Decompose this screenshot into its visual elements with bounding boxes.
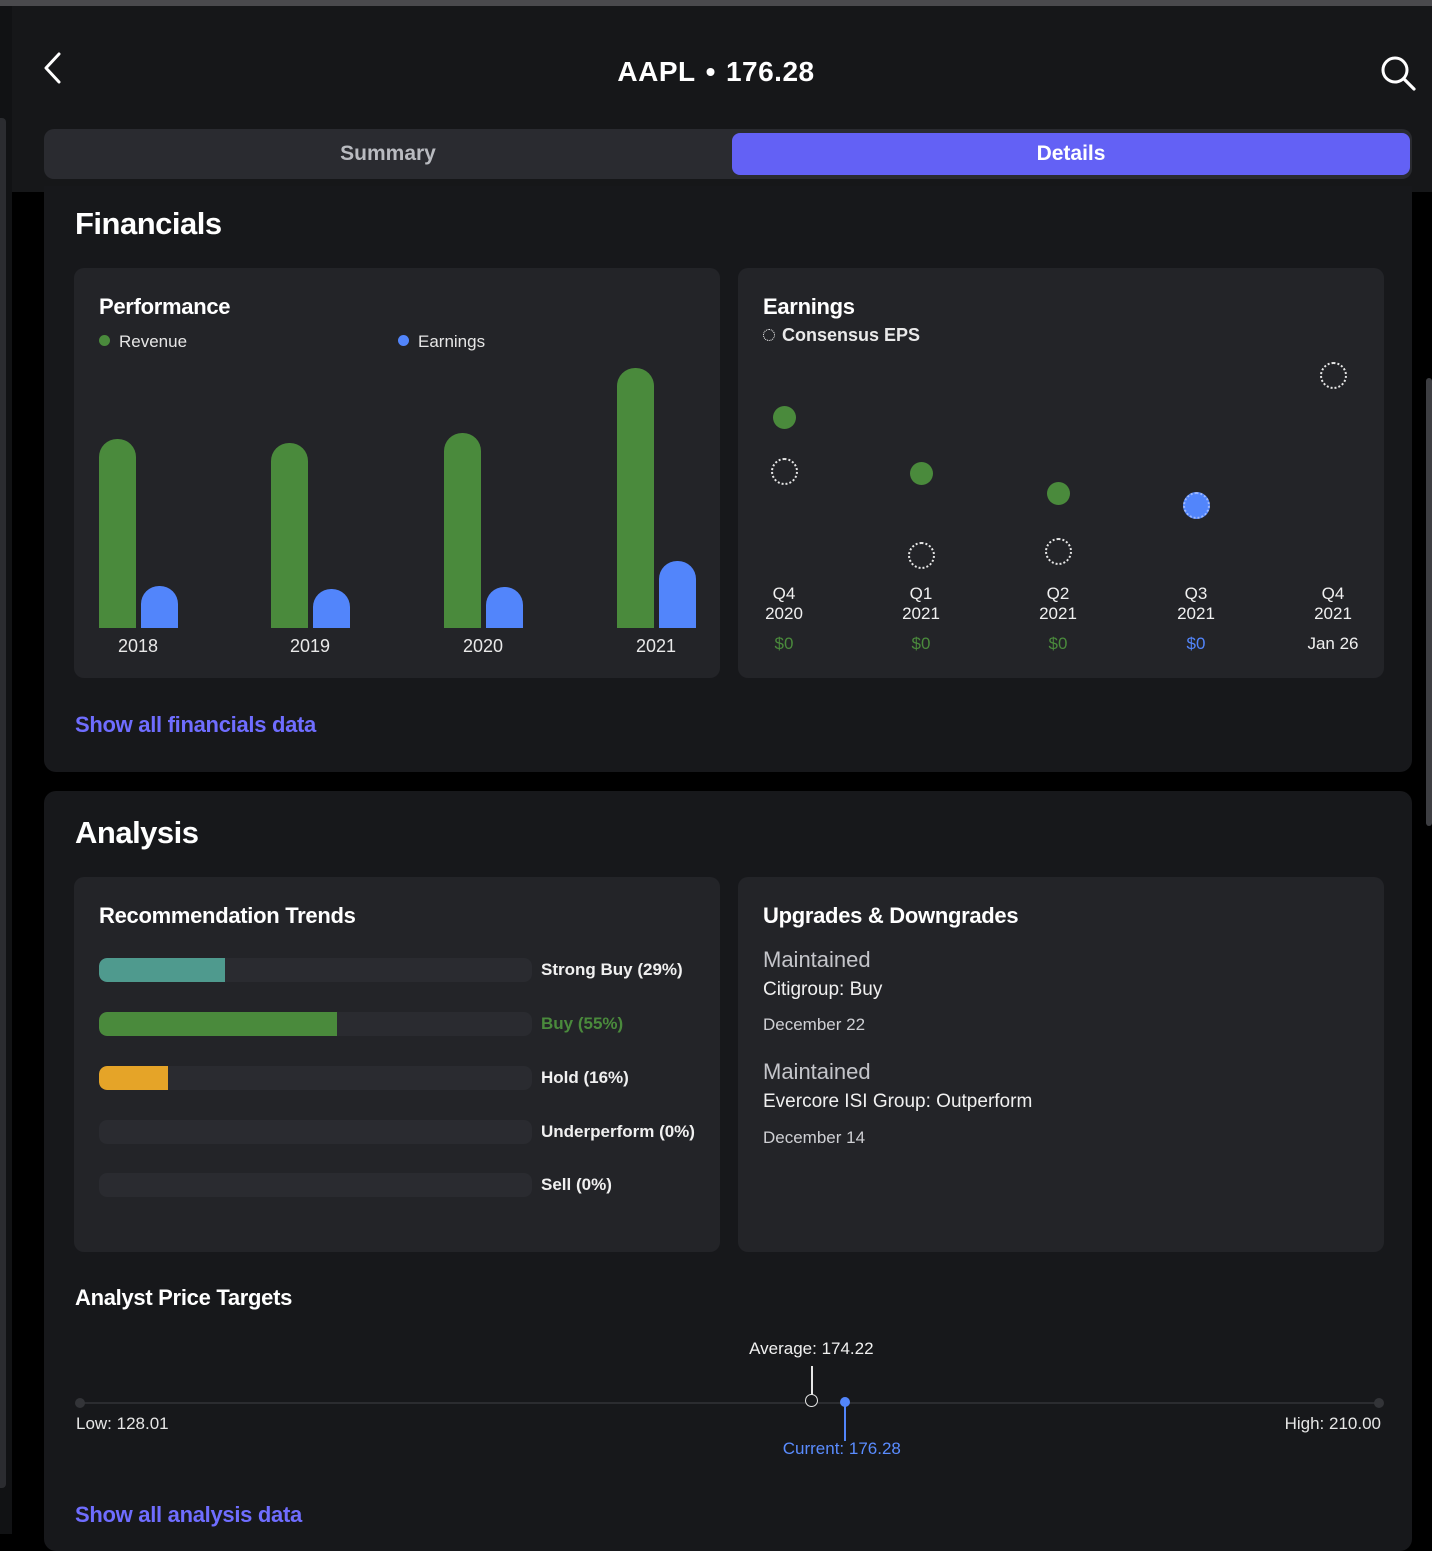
recommendation-bar-track — [99, 1012, 532, 1036]
earnings-bar — [141, 585, 178, 628]
earnings-swatch — [398, 335, 409, 346]
price: 176.28 — [725, 56, 815, 87]
low-target-label: Low: 128.01 — [76, 1414, 169, 1433]
earnings-bar — [313, 588, 350, 628]
quarter-label: Q4 2020 — [765, 584, 803, 623]
upgrade-date: December 14 — [763, 1128, 866, 1147]
eps-actual-dot — [773, 406, 796, 429]
dotted-circle-icon — [763, 329, 775, 341]
average-target-label: Average: 174.22 — [749, 1339, 874, 1358]
analysis-section: Analysis Recommendation Trends Strong Bu… — [44, 791, 1412, 1551]
title-separator: • — [705, 56, 716, 87]
quarter-label: Q4 2021 — [1314, 584, 1352, 623]
quarter-label: Q1 2021 — [902, 584, 940, 623]
price-range-high-end — [1374, 1398, 1384, 1408]
recommendation-bar-track — [99, 1120, 532, 1144]
eps-consensus-dot — [1183, 492, 1210, 519]
recommendation-bar-fill — [99, 1012, 338, 1036]
page-title: AAPL • 176.28 — [0, 56, 1432, 88]
recommendation-trends-card: Recommendation Trends Strong Buy (29%) Bu… — [74, 877, 720, 1252]
quarter-value: Jan 26 — [1307, 634, 1359, 653]
year-label: 2021 — [635, 636, 677, 656]
left-panel-edge — [0, 6, 12, 1534]
recommendation-bar-track — [99, 958, 532, 982]
quarter-value: $0 — [1048, 634, 1068, 653]
price-range-line — [80, 1402, 1379, 1404]
current-price-label: Current: 176.28 — [782, 1439, 901, 1458]
year-label: 2018 — [117, 636, 159, 656]
search-icon — [1381, 56, 1416, 91]
quarter-label: Q3 2021 — [1177, 584, 1215, 623]
quarter-value: $0 — [911, 634, 931, 653]
tab-bar: Summary Details — [44, 129, 1412, 179]
recommendation-bar-track — [99, 1066, 532, 1090]
financials-section: Financials Performance Revenue Earnings … — [44, 186, 1412, 772]
recommendation-label: Hold (16%) — [541, 1068, 629, 1087]
current-price-stem — [843, 1403, 846, 1441]
show-all-analysis-link[interactable]: Show all analysis data — [75, 1502, 302, 1527]
financials-title: Financials — [75, 206, 222, 241]
recommendation-bar-fill — [99, 1066, 169, 1090]
earnings-bar — [486, 587, 523, 628]
high-target-label: High: 210.00 — [1284, 1414, 1381, 1433]
recommendation-label: Buy (55%) — [541, 1014, 624, 1033]
window-top-strip — [0, 0, 1432, 6]
eps-consensus-dot — [1320, 362, 1347, 389]
chevron-left-icon — [44, 52, 61, 84]
upgrade-firm: Citigroup: Buy — [763, 979, 883, 1000]
price-range-low-end — [75, 1398, 85, 1408]
average-target-marker — [805, 1394, 819, 1407]
performance-title: Performance — [99, 294, 231, 319]
average-target-stem — [811, 1366, 813, 1396]
legend-consensus-eps: Consensus EPS — [763, 325, 920, 346]
quarter-value: $0 — [774, 634, 794, 653]
upgrades-downgrades-title: Upgrades & Downgrades — [763, 903, 1019, 928]
earnings-title: Earnings — [763, 294, 855, 319]
analysis-title: Analysis — [75, 815, 199, 850]
back-button[interactable] — [34, 48, 74, 88]
revenue-bar — [444, 432, 481, 628]
earnings-card: Earnings Consensus EPS Q4 2020 $0 Q1 2021 $0 Q… — [738, 268, 1384, 678]
revenue-bar — [99, 439, 136, 628]
tab-details[interactable]: Details — [732, 133, 1410, 175]
recommendation-label: Strong Buy (29%) — [541, 960, 683, 979]
eps-actual-dot — [1047, 482, 1070, 505]
year-label: 2020 — [462, 636, 504, 656]
upgrade-firm: Evercore ISI Group: Outperform — [763, 1091, 1033, 1112]
recommendation-bar-fill — [99, 958, 225, 982]
quarter-label: Q2 2021 — [1039, 584, 1077, 623]
eps-consensus-dot — [771, 458, 798, 485]
upgrades-downgrades-card: Upgrades & Downgrades Maintained Citigro… — [738, 877, 1384, 1252]
analyst-price-targets-title: Analyst Price Targets — [75, 1285, 293, 1310]
eps-actual-dot — [910, 462, 933, 485]
current-price-marker — [839, 1397, 850, 1407]
recommendation-label: Underperform (0%) — [541, 1122, 695, 1141]
performance-card: Performance Revenue Earnings 2018 2019 202… — [74, 268, 720, 678]
search-button[interactable] — [1378, 54, 1418, 94]
revenue-bar — [271, 443, 308, 628]
legend-revenue: Revenue — [99, 332, 187, 352]
eps-consensus-dot — [908, 542, 935, 569]
year-label: 2019 — [289, 636, 331, 656]
legend-consensus-eps-label: Consensus EPS — [782, 325, 921, 345]
upgrade-status: Maintained — [763, 1059, 871, 1084]
revenue-swatch — [99, 335, 110, 346]
upgrade-date: December 22 — [763, 1015, 866, 1034]
earnings-bar — [659, 560, 696, 628]
recommendation-trends-title: Recommendation Trends — [99, 903, 356, 928]
upgrade-status: Maintained — [763, 947, 871, 972]
legend-revenue-label: Revenue — [119, 332, 188, 351]
ticker: AAPL — [617, 56, 696, 87]
legend-earnings: Earnings — [398, 332, 485, 352]
tab-summary[interactable]: Summary — [340, 142, 436, 165]
quarter-value: $0 — [1186, 634, 1206, 653]
eps-consensus-dot — [1045, 538, 1072, 565]
show-all-financials-link[interactable]: Show all financials data — [75, 712, 316, 737]
revenue-bar — [617, 368, 654, 628]
recommendation-label: Sell (0%) — [541, 1175, 612, 1194]
left-scroll-track — [0, 118, 6, 1488]
legend-earnings-label: Earnings — [418, 332, 486, 351]
recommendation-bar-track — [99, 1173, 532, 1197]
scrollbar[interactable] — [1426, 378, 1432, 826]
